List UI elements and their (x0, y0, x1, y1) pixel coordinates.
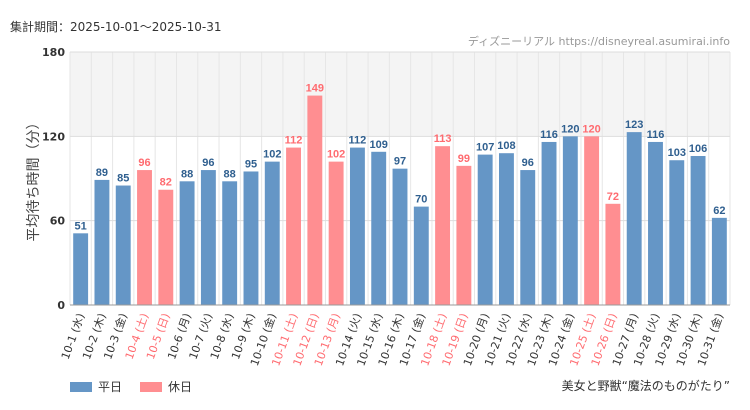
data-label: 72 (607, 191, 619, 203)
bar (648, 141, 663, 305)
legend-item-weekday: 平日 (70, 378, 122, 395)
data-label: 96 (202, 157, 214, 169)
data-label: 85 (117, 173, 129, 185)
bar (435, 146, 451, 305)
data-label: 62 (713, 205, 725, 217)
legend-swatch-holiday (140, 381, 163, 392)
bar (349, 147, 365, 305)
data-label: 120 (561, 123, 579, 135)
data-label: 112 (285, 135, 303, 147)
bar (499, 153, 514, 305)
data-label: 123 (625, 119, 643, 131)
bar (307, 95, 323, 305)
legend-label-weekday: 平日 (98, 380, 123, 394)
data-label: 108 (497, 140, 515, 152)
bar (158, 189, 174, 305)
y-tick-label: 60 (50, 215, 66, 228)
data-label: 82 (160, 177, 172, 189)
data-label: 109 (370, 139, 388, 151)
data-label: 120 (582, 123, 600, 135)
bar (520, 170, 536, 305)
y-tick-label: 0 (57, 299, 65, 312)
data-label: 89 (96, 167, 108, 179)
data-label: 97 (394, 156, 406, 168)
bar (690, 156, 706, 305)
bar (371, 151, 387, 305)
bar (243, 171, 259, 305)
bar (264, 161, 280, 305)
bar (626, 132, 642, 305)
data-label: 107 (476, 142, 494, 154)
data-label: 99 (458, 153, 470, 165)
band-upper (70, 52, 730, 137)
data-label: 96 (522, 157, 534, 169)
collection-period: 集計期間：2025-10-01～2025-10-31 (10, 20, 222, 34)
bar (222, 181, 238, 305)
data-label: 113 (434, 133, 452, 145)
bar (605, 203, 621, 305)
bar (179, 181, 195, 305)
data-label: 96 (138, 157, 150, 169)
bar (286, 147, 301, 305)
y-axis-label: 平均待ち時間（分） (26, 116, 42, 242)
data-label: 116 (647, 129, 665, 141)
bar (137, 170, 152, 305)
data-label: 70 (415, 194, 427, 206)
data-label: 51 (75, 220, 87, 232)
data-label: 149 (306, 83, 324, 95)
bar (73, 233, 89, 305)
bar (562, 136, 578, 305)
legend-swatch-weekday (70, 381, 92, 392)
data-label: 88 (224, 168, 236, 180)
data-label: 103 (668, 147, 686, 159)
bar (115, 185, 131, 305)
y-tick-label: 120 (42, 130, 65, 143)
bar (584, 136, 600, 305)
data-label: 116 (540, 129, 558, 141)
legend-item-holiday: 休日 (140, 378, 192, 395)
y-tick-label: 180 (42, 46, 65, 59)
bar (711, 217, 727, 305)
data-label: 95 (245, 158, 257, 170)
site-credit: ディズニーリアル https://disneyreal.asumirai.inf… (467, 35, 730, 48)
data-label: 102 (327, 149, 345, 161)
bar (669, 160, 685, 305)
attraction-name: 美女と野獣“魔法のものがたり” (561, 379, 730, 393)
bar (328, 161, 344, 305)
bar (477, 154, 493, 305)
legend: 平日 休日 (70, 378, 192, 395)
bar (413, 206, 429, 305)
data-label: 88 (181, 168, 193, 180)
data-label: 112 (349, 135, 367, 147)
bar (200, 170, 216, 305)
bar (94, 179, 110, 305)
data-label: 102 (263, 149, 281, 161)
bar (392, 168, 408, 305)
bar (456, 165, 472, 305)
legend-label-holiday: 休日 (168, 380, 193, 394)
bar (541, 141, 557, 305)
data-label: 106 (689, 143, 707, 155)
